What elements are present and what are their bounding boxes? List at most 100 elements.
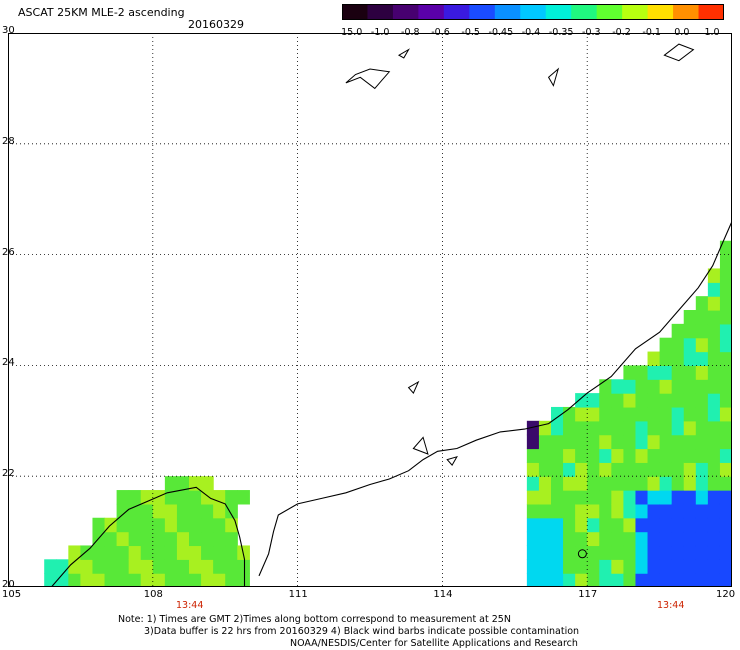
wind-cell [647,517,661,533]
wind-cell [563,503,576,519]
wind-cell [599,406,612,422]
wind-cell [563,517,576,533]
wind-cell [164,559,178,574]
colorbar-swatch [469,4,496,20]
colorbar-label: -0.2 [612,27,631,38]
wind-cell [551,406,564,422]
wind-cell [707,282,721,297]
wind-cell [164,545,178,560]
wind-cell [647,351,661,366]
note-line-3: NOAA/NESDIS/Center for Satellite Applica… [290,638,578,649]
wind-cell [201,531,214,547]
wind-cell [659,503,673,519]
wind-cell [538,545,552,560]
wind-cell [659,517,673,533]
wind-cell [176,559,190,574]
note-line-2: 3)Data buffer is 22 hrs from 20160329 4)… [144,626,580,637]
wind-cell [611,476,624,491]
wind-cell [551,531,564,547]
wind-cell [671,476,685,491]
wind-cell [611,531,624,547]
wind-cell [140,531,154,547]
wind-cell [140,490,154,505]
wind-cell [695,462,709,477]
colorbar-swatch [367,4,394,20]
wind-cell [671,337,685,353]
graticule [8,33,732,587]
wind-cell [225,573,238,588]
wind-cell [623,434,637,450]
wind-cell [683,393,697,408]
wind-cell [707,420,721,436]
wind-cell [599,393,612,408]
wind-cell [719,448,733,463]
colorbar-label: -0.1 [642,27,661,38]
wind-cell [587,559,600,574]
island-outline [397,48,410,59]
wind-cell [623,531,637,547]
wind-cell [538,448,552,463]
wind-cell [152,559,166,574]
wind-cell [611,490,624,505]
wind-cell [538,531,552,547]
wind-cell [164,503,178,519]
colorbar-label: 0.0 [674,27,689,38]
lat-tick-label: 30 [2,25,15,36]
wind-cell [575,393,588,408]
wind-cell [635,393,649,408]
wind-cell [538,559,552,574]
wind-cell [695,476,709,491]
wind-cell [719,393,733,408]
colorbar-label: -0.6 [431,27,450,38]
wind-cell [152,573,166,588]
wind-cell [164,476,178,491]
wind-cell [707,434,721,450]
wind-cell [707,406,721,422]
wind-cell [647,379,661,394]
wind-cell [526,462,540,477]
wind-cell [599,379,612,394]
wind-cell [128,573,142,588]
wind-cell [611,420,624,436]
wind-cell [683,462,697,477]
wind-cell [599,490,612,505]
map-title: ASCAT 25KM MLE-2 ascending [18,6,185,19]
wind-cell [683,517,697,533]
wind-cell [647,393,661,408]
colorbar-label: -1.0 [371,27,390,38]
wind-cell [683,351,697,366]
wind-cell [538,434,552,450]
wind-cell [152,531,166,547]
wind-cell [683,503,697,519]
wind-cell [201,559,214,574]
wind-cell [719,476,733,491]
wind-cell [563,476,576,491]
wind-cell [659,462,673,477]
pass-time-left: 13:44 [176,600,204,611]
wind-cell [647,573,661,588]
lat-tick-label: 24 [2,357,15,369]
wind-cell [526,490,540,505]
wind-cell [707,351,721,366]
wind-cell [56,559,69,574]
wind-cell [719,462,733,477]
wind-cell [659,420,673,436]
wind-cell [92,559,106,574]
wind-cell [538,462,552,477]
colorbar-label: -0.4 [522,27,541,38]
wind-cell [538,517,552,533]
wind-cell [635,448,649,463]
wind-cell [611,545,624,560]
wind-cell [128,490,142,505]
wind-cell [189,490,202,505]
wind-cell [683,406,697,422]
wind-cell [623,573,637,588]
wind-cell [116,545,130,560]
wind-cell [683,448,697,463]
wind-cell [538,476,552,491]
map-graphic [8,33,733,588]
island-outline [345,68,391,90]
wind-cell [551,573,564,588]
wind-cell [611,559,624,574]
wind-cell [719,310,733,325]
